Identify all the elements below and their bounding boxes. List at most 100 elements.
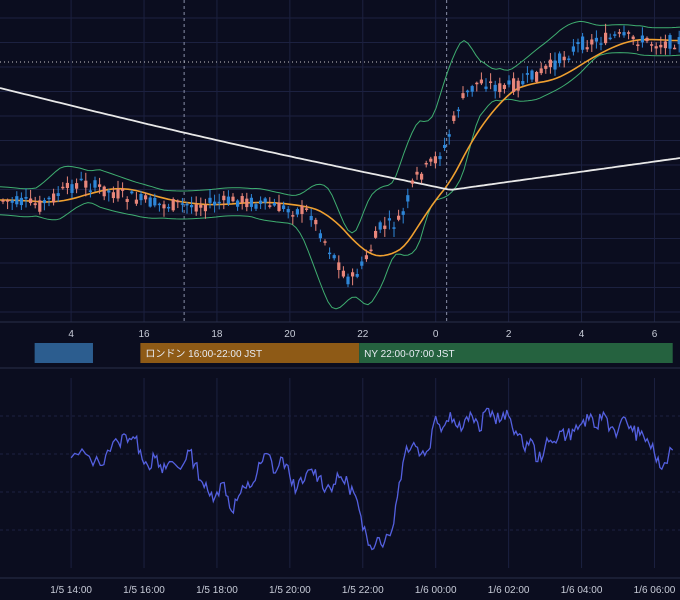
candle-body [470, 86, 474, 92]
candle-body [544, 65, 548, 69]
candle-body [576, 42, 580, 45]
candle-body [443, 144, 447, 148]
price-x-tick-label: 2 [506, 329, 512, 340]
candle-body [535, 71, 539, 82]
candle-body [185, 203, 189, 206]
moving-average-long-line [0, 87, 680, 191]
candle-body [213, 201, 217, 206]
candle-body [254, 204, 258, 209]
price-panel[interactable] [0, 0, 680, 322]
candle-body [668, 35, 672, 49]
candle-body [369, 249, 373, 252]
candle-body [52, 193, 56, 203]
candle-body [282, 205, 286, 209]
candle-body [245, 198, 249, 208]
candle-body [420, 173, 424, 180]
candle-body [19, 197, 23, 206]
candle-body [548, 59, 552, 68]
candle-body [15, 196, 19, 205]
candle-body [47, 197, 51, 200]
candle-body [65, 182, 69, 189]
candle-body [622, 32, 626, 36]
candle-body [38, 200, 42, 212]
candle-body [56, 193, 60, 196]
candle-body [581, 36, 585, 50]
bollinger-upper-line [0, 20, 680, 234]
oscillator-line [70, 407, 674, 551]
candle-body [180, 203, 184, 205]
candle-body [397, 215, 401, 220]
session-label: NY 22:00-07:00 JST [364, 349, 454, 360]
candle-body [190, 204, 194, 208]
candle-body [562, 56, 566, 61]
candle-body [452, 115, 456, 121]
candle-body [410, 180, 414, 184]
candle-body [374, 230, 378, 238]
candle-body [176, 200, 180, 203]
candle-body [98, 184, 102, 187]
candle-body [360, 261, 364, 266]
candle-body [447, 134, 451, 137]
candle-body [295, 209, 299, 215]
candle-body [199, 204, 203, 208]
candle-body [530, 70, 534, 80]
candle-body [208, 197, 212, 203]
candle-body [571, 46, 575, 52]
candle-body [111, 192, 115, 199]
candle-body [323, 241, 327, 243]
candle-body [558, 53, 562, 64]
candle-body [461, 93, 465, 99]
candle-body [70, 184, 74, 193]
candle-body [222, 195, 226, 201]
candle-body [79, 178, 83, 181]
oscillator-x-axis: 1/5 14:00 1/5 16:00 1/5 18:00 1/5 20:00 1/5 … [50, 585, 676, 596]
candle-body [305, 208, 309, 210]
candle-body [539, 68, 543, 74]
candle-body [663, 41, 667, 49]
oscillator-x-tick-label: 1/6 00:00 [415, 585, 457, 596]
candle-body [433, 156, 437, 164]
oscillator-x-tick-label: 1/6 04:00 [561, 585, 603, 596]
price-x-tick-label: 4 [68, 329, 74, 340]
oscillator-panel[interactable] [0, 378, 680, 568]
candle-body [640, 35, 644, 43]
candle-body [429, 158, 433, 162]
candle-body [466, 90, 470, 93]
price-x-tick-label: 20 [284, 329, 296, 340]
candle-body [654, 46, 658, 49]
candle-body [341, 270, 345, 277]
oscillator-x-tick-label: 1/6 02:00 [488, 585, 530, 596]
candle-body [364, 255, 368, 260]
candle-body [650, 44, 654, 46]
candle-body [203, 204, 207, 212]
price-x-tick-label: 4 [579, 329, 585, 340]
oscillator-series-line [70, 407, 674, 551]
candle-body [88, 190, 92, 192]
candle-body [277, 202, 281, 211]
candle-body [240, 196, 244, 203]
candle-body [157, 203, 161, 206]
price-x-tick-label: 0 [433, 329, 439, 340]
session-bar: ロンドン 16:00-22:00 JST NY 22:00-07:00 JST [34, 343, 673, 363]
candle-body [498, 83, 502, 93]
candle-body [1, 200, 5, 202]
candle-body [6, 200, 10, 202]
candle-body [351, 272, 355, 277]
candle-body [613, 34, 617, 36]
candle-body [102, 186, 106, 197]
candle-body [194, 204, 198, 212]
candle-body [337, 262, 341, 270]
candle-body [594, 37, 598, 42]
candle-body [502, 84, 506, 89]
candle-body [406, 195, 410, 202]
candle-body [130, 191, 134, 194]
candle-body [75, 183, 79, 189]
candle-body [378, 222, 382, 230]
candle-body [479, 79, 483, 84]
candle-body [525, 73, 529, 75]
candle-body [10, 200, 14, 203]
candle-body [521, 81, 525, 85]
oscillator-x-tick-label: 1/5 22:00 [342, 585, 384, 596]
price-grid [0, 0, 680, 322]
